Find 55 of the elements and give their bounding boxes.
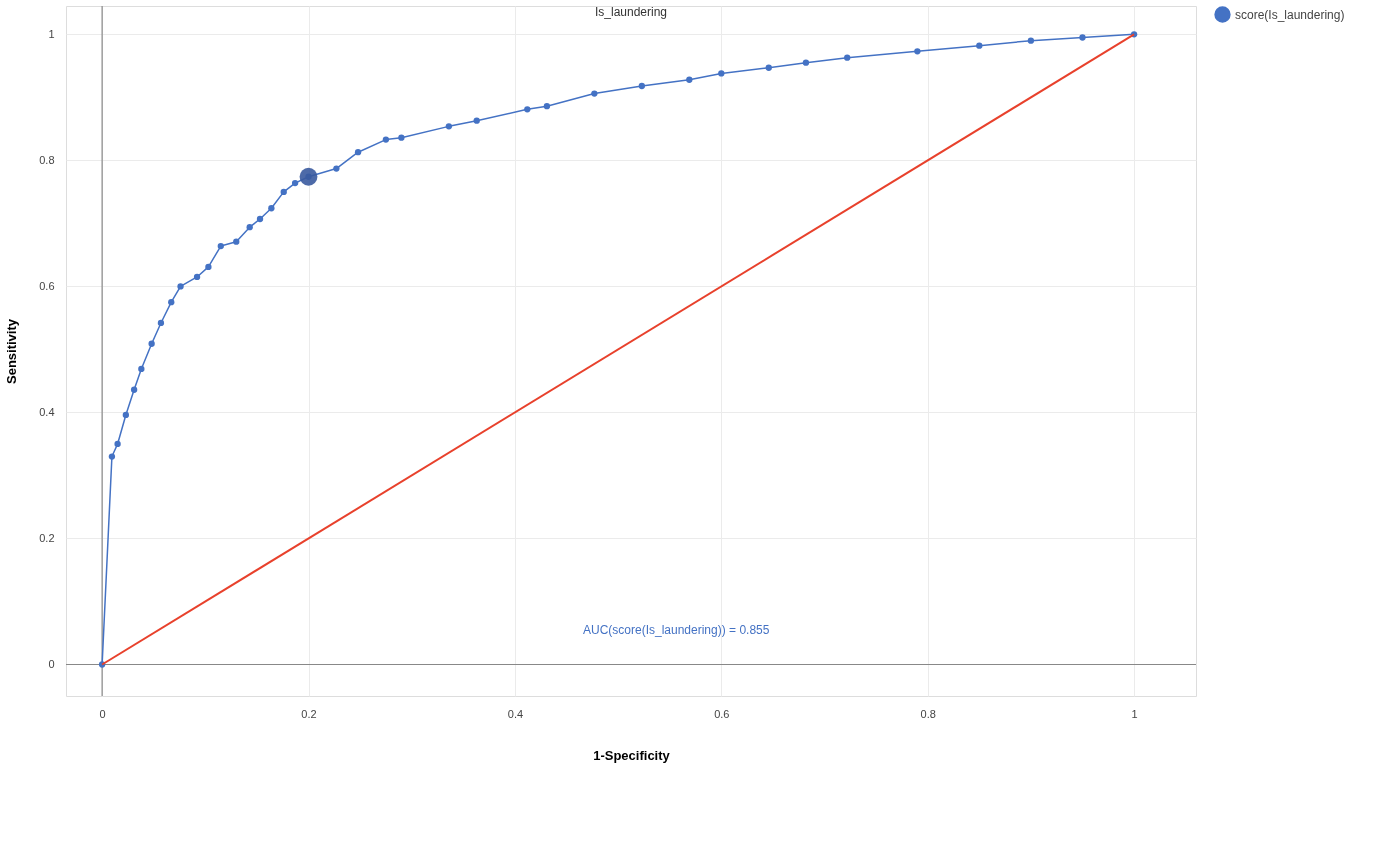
y-tick-label: 0.8: [39, 153, 55, 166]
point: [976, 42, 983, 49]
point: [148, 340, 155, 347]
point: [168, 299, 175, 306]
chart-title: Is_laundering: [594, 5, 668, 20]
point: [354, 149, 362, 156]
x-tick-label: 0.6: [714, 707, 730, 720]
point: [138, 365, 145, 373]
point: [543, 103, 551, 110]
point: [130, 386, 138, 393]
point: [268, 205, 275, 212]
point: [122, 411, 130, 419]
point: [217, 242, 224, 250]
point: [765, 64, 772, 71]
point: [205, 263, 212, 271]
point: [233, 238, 240, 245]
point: [638, 82, 645, 90]
y-tick-label: 0.6: [39, 279, 55, 292]
point: [844, 54, 851, 61]
point: [524, 106, 531, 113]
point: [1079, 34, 1086, 41]
point: [591, 90, 598, 97]
point: [445, 123, 453, 130]
point: [1027, 37, 1035, 44]
y-tick-label: 0.4: [39, 405, 55, 418]
point: [333, 165, 340, 172]
legend-label: score(Is_laundering): [1235, 7, 1345, 22]
point: [382, 136, 390, 143]
point: [299, 167, 318, 186]
y-tick-label: 0: [48, 657, 55, 670]
point: [177, 283, 184, 290]
annotation: AUC(score(Is_laundering)) = 0.855: [582, 623, 770, 638]
point: [686, 76, 693, 83]
point: [398, 134, 405, 141]
x-tick-label: 0.8: [920, 707, 936, 720]
y-tick-label: 1: [48, 27, 55, 40]
point: [157, 319, 165, 327]
point: [114, 440, 121, 448]
y-axis-title: Sensitivity: [4, 318, 20, 385]
x-tick-label: 1: [1131, 707, 1138, 720]
point: [108, 453, 116, 460]
point: [193, 273, 201, 281]
point: [914, 48, 921, 55]
point: [718, 70, 725, 77]
point: [256, 215, 264, 223]
y-tick-label: 0.2: [39, 531, 55, 544]
point: [246, 224, 253, 231]
x-tick-label: 0.2: [301, 707, 317, 720]
point: [473, 117, 480, 124]
point: [280, 188, 287, 196]
x-tick-label: 0: [99, 707, 106, 720]
x-tick-label: 0.4: [507, 707, 524, 720]
x-axis-title: 1-Specificity: [593, 747, 671, 763]
point: [802, 59, 810, 66]
point: [291, 179, 299, 187]
